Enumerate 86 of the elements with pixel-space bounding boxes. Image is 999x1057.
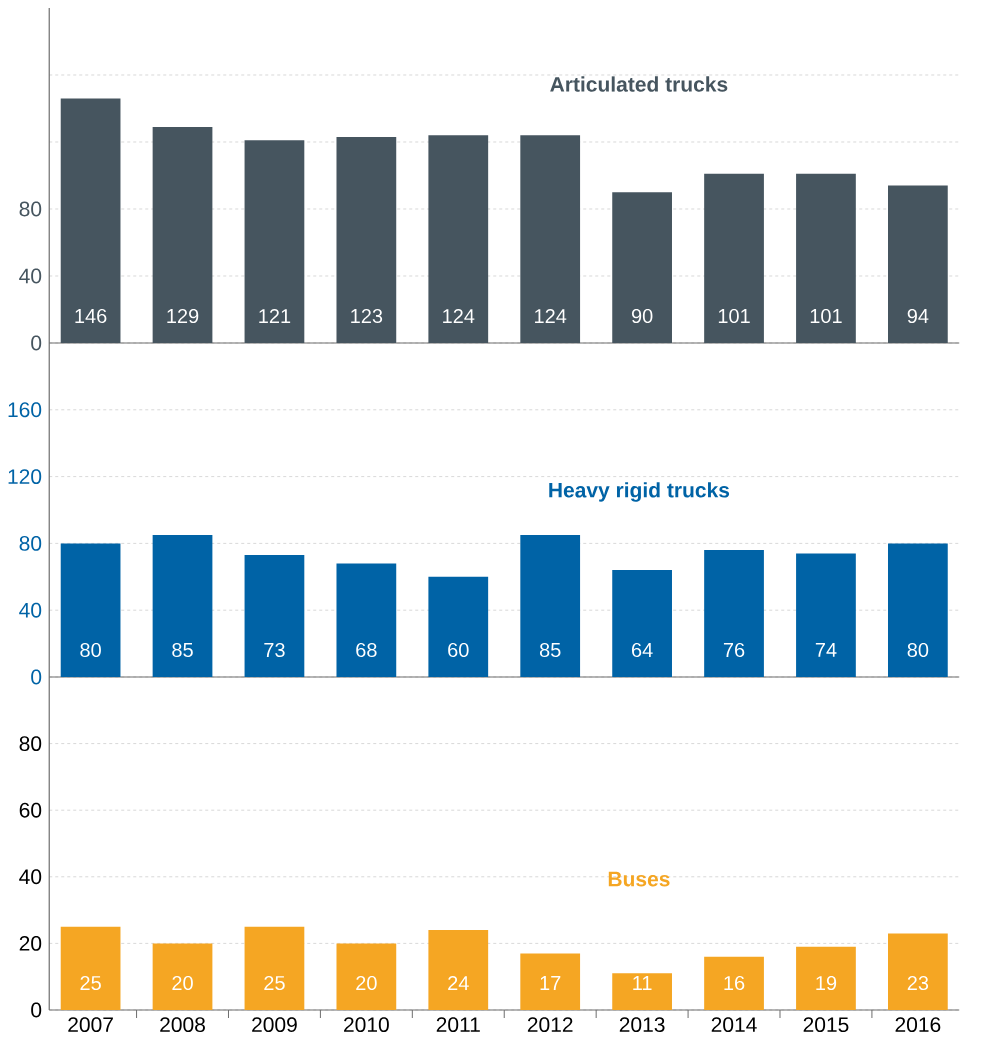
bar — [336, 136, 397, 343]
bar — [520, 953, 581, 1010]
data-label: 74 — [816, 643, 837, 657]
x-tick-label: 2010 — [344, 1017, 390, 1033]
data-label: 146 — [75, 308, 107, 324]
data-label: 17 — [540, 976, 561, 990]
bar — [612, 570, 673, 677]
data-label: 19 — [816, 975, 837, 991]
text: Articulated trucks — [550, 76, 728, 92]
bar — [336, 563, 397, 677]
data-label: 85 — [172, 642, 194, 658]
bar — [888, 933, 948, 1010]
bar — [888, 543, 948, 677]
data-label: 25 — [80, 975, 102, 991]
y-tick-label: 20 — [19, 935, 42, 951]
bar — [428, 135, 489, 343]
data-label: 121 — [259, 309, 291, 323]
bar — [704, 173, 765, 343]
y-tick-label: 160 — [8, 402, 42, 418]
x-tick-label: 2013 — [620, 1017, 665, 1033]
bar — [244, 926, 305, 1010]
data-label: 68 — [356, 642, 377, 658]
bar — [704, 956, 765, 1010]
bar — [244, 555, 305, 677]
bar — [152, 535, 213, 677]
bar — [60, 98, 121, 343]
bar — [796, 946, 857, 1010]
data-label: 129 — [167, 308, 199, 324]
y-tick-label: 40 — [19, 602, 42, 618]
y-tick-label: 60 — [19, 802, 42, 818]
y-tick-label: 40 — [19, 268, 42, 284]
bar — [152, 126, 213, 343]
bar — [796, 173, 857, 343]
bar — [60, 926, 121, 1010]
x-tick-label: 2012 — [528, 1017, 573, 1033]
data-label: 80 — [907, 642, 929, 658]
data-label: 20 — [356, 975, 377, 991]
data-label: 124 — [535, 309, 567, 323]
data-label: 73 — [264, 642, 285, 658]
y-tick-label: 80 — [19, 201, 42, 217]
data-label: 94 — [907, 308, 929, 324]
bar — [704, 550, 765, 677]
data-label: 64 — [632, 642, 653, 658]
text: Buses — [609, 871, 670, 887]
data-label: 90 — [632, 308, 653, 324]
y-tick-label: 0 — [31, 669, 42, 685]
data-label: 101 — [719, 308, 750, 324]
bar — [428, 930, 489, 1010]
data-label: 24 — [448, 976, 470, 990]
bar — [520, 535, 581, 677]
x-tick-label: 2014 — [711, 1017, 757, 1033]
bar — [888, 185, 948, 343]
x-tick-label: 2015 — [803, 1017, 849, 1033]
data-label: 20 — [172, 975, 194, 991]
bar — [152, 943, 213, 1010]
bar — [336, 943, 397, 1010]
y-tick-label: 40 — [19, 869, 42, 885]
y-tick-label: 0 — [31, 1002, 42, 1018]
data-label: 25 — [264, 975, 285, 991]
x-tick-label: 2016 — [895, 1017, 941, 1033]
data-label: 23 — [907, 975, 929, 991]
data-label: 123 — [351, 308, 383, 324]
data-label: 101 — [811, 308, 842, 324]
x-tick-label: 2008 — [160, 1017, 206, 1033]
y-tick-label: 80 — [19, 535, 42, 551]
data-label: 16 — [724, 975, 745, 991]
bar — [520, 135, 581, 343]
x-tick-label: 2007 — [68, 1017, 114, 1033]
y-tick-label: 120 — [8, 469, 42, 485]
data-label: 11 — [633, 976, 652, 990]
bar — [244, 140, 305, 343]
x-tick-label: 2009 — [252, 1017, 297, 1033]
bar — [612, 192, 673, 343]
data-label: 124 — [443, 309, 475, 323]
bar — [428, 576, 489, 677]
x-tick-label: 2011 — [436, 1017, 481, 1033]
data-label: 85 — [540, 642, 561, 658]
text: Heavy rigid trucks — [549, 482, 730, 502]
bar — [796, 553, 857, 677]
bar — [60, 543, 121, 677]
y-tick-label: 80 — [19, 736, 42, 752]
bar — [612, 973, 673, 1010]
data-label: 76 — [724, 642, 745, 658]
y-tick-label: 0 — [31, 335, 42, 351]
data-label: 60 — [448, 642, 469, 658]
data-label: 80 — [80, 642, 102, 658]
